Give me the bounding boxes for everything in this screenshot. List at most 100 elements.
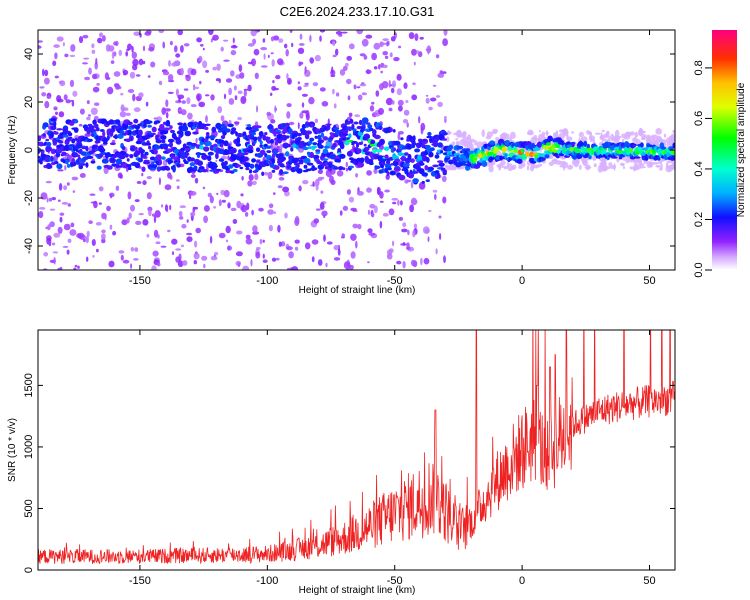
heatmap-cell — [579, 164, 582, 170]
heatmap-cell — [426, 45, 432, 54]
heatmap-cell — [237, 152, 245, 157]
heatmap-cell — [382, 64, 388, 69]
heatmap-cell — [196, 152, 201, 159]
heatmap-cell — [204, 123, 211, 127]
heatmap-cell — [274, 140, 279, 146]
heatmap-cell — [645, 153, 648, 160]
heatmap-cell — [206, 141, 212, 146]
heatmap-cell — [198, 55, 203, 63]
heatmap-cell — [346, 55, 353, 61]
heatmap-cell — [146, 192, 152, 200]
heatmap-cell — [102, 35, 106, 42]
heatmap-cell — [44, 100, 50, 109]
heatmap-cell — [632, 144, 637, 148]
heatmap-cell — [432, 84, 437, 87]
heatmap-cell — [86, 155, 94, 159]
heatmap-cell — [321, 210, 328, 217]
heatmap-cell — [154, 210, 161, 218]
heatmap-cell — [219, 142, 224, 148]
heatmap-cell — [117, 172, 123, 179]
heatmap-cell — [266, 150, 272, 154]
heatmap-cell — [397, 152, 404, 156]
heatmap-cell — [209, 195, 214, 204]
heatmap-cell — [120, 151, 127, 156]
heatmap-cell — [444, 164, 450, 168]
heatmap-cell — [396, 88, 402, 96]
heatmap-cell — [324, 145, 330, 149]
heatmap-cell — [161, 156, 166, 160]
heatmap-cell — [109, 142, 116, 146]
heatmap-cell — [446, 136, 450, 143]
heatmap-cell — [251, 58, 256, 67]
heatmap-cell — [39, 86, 45, 89]
heatmap-cell — [130, 204, 135, 212]
heatmap-cell — [134, 199, 140, 203]
heatmap-cell — [74, 119, 79, 124]
heatmap-cell — [378, 64, 381, 70]
heatmap-cell — [380, 70, 384, 74]
heatmap-cell — [125, 51, 129, 57]
heatmap-cell — [160, 204, 164, 208]
heatmap-cell — [566, 131, 569, 139]
heatmap-cell — [193, 252, 200, 260]
heatmap-cell — [286, 103, 292, 108]
heatmap-cell — [406, 246, 411, 250]
heatmap-cell — [69, 161, 77, 167]
heatmap-cell — [342, 129, 349, 134]
heatmap-cell — [96, 248, 99, 253]
heatmap-cell — [313, 218, 320, 224]
heatmap-cell — [263, 136, 271, 140]
heatmap-cell — [614, 129, 620, 138]
heatmap-cell — [326, 124, 331, 131]
spectrogram-heatmap — [38, 30, 675, 270]
heatmap-cell — [301, 102, 305, 108]
heatmap-cell — [397, 131, 404, 135]
heatmap-cell — [56, 36, 64, 42]
heatmap-cell — [241, 176, 244, 181]
heatmap-cell — [387, 167, 392, 171]
heatmap-cell — [109, 192, 115, 198]
heatmap-cell — [371, 212, 375, 218]
heatmap-cell — [143, 123, 147, 128]
heatmap-cell — [273, 211, 276, 215]
heatmap-cell — [93, 115, 99, 121]
heatmap-cell — [432, 189, 438, 193]
heatmap-cell — [216, 192, 219, 196]
heatmap-cell — [185, 74, 191, 82]
heatmap-cell — [646, 144, 653, 148]
colorbar-gradient — [712, 30, 737, 270]
heatmap-cell — [271, 59, 275, 67]
heatmap-cell — [314, 135, 318, 139]
heatmap-cell — [488, 165, 494, 173]
heatmap-cell — [79, 108, 85, 115]
heatmap-cell — [410, 158, 415, 163]
heatmap-cell — [79, 173, 86, 178]
heatmap-cell — [86, 230, 90, 238]
heatmap-cell — [476, 162, 483, 167]
heatmap-cell — [66, 249, 70, 255]
heatmap-cell — [305, 121, 310, 126]
heatmap-cell — [216, 63, 221, 71]
heatmap-cell — [279, 165, 286, 168]
spectrogram-x-axis-label: Height of straight line (km) — [299, 285, 416, 296]
heatmap-cell — [530, 165, 534, 172]
heatmap-cell — [66, 163, 71, 168]
heatmap-cell — [87, 138, 93, 142]
heatmap-cell — [56, 128, 63, 131]
heatmap-cell — [133, 107, 141, 113]
heatmap-cell — [211, 126, 217, 133]
heatmap-cell — [287, 267, 292, 270]
heatmap-cell — [233, 121, 240, 125]
colorbar-tick-label: 0.8 — [693, 60, 705, 75]
heatmap-cell — [150, 61, 156, 68]
heatmap-cell — [263, 171, 269, 176]
heatmap-cell — [321, 101, 329, 107]
heatmap-cell — [303, 84, 309, 87]
heatmap-cell — [42, 122, 49, 128]
heatmap-cell — [135, 220, 142, 225]
heatmap-cell — [379, 200, 384, 203]
heatmap-cell — [268, 203, 274, 209]
heatmap-cell — [165, 119, 171, 127]
heatmap-cell — [58, 80, 64, 84]
heatmap-cell — [142, 45, 146, 52]
